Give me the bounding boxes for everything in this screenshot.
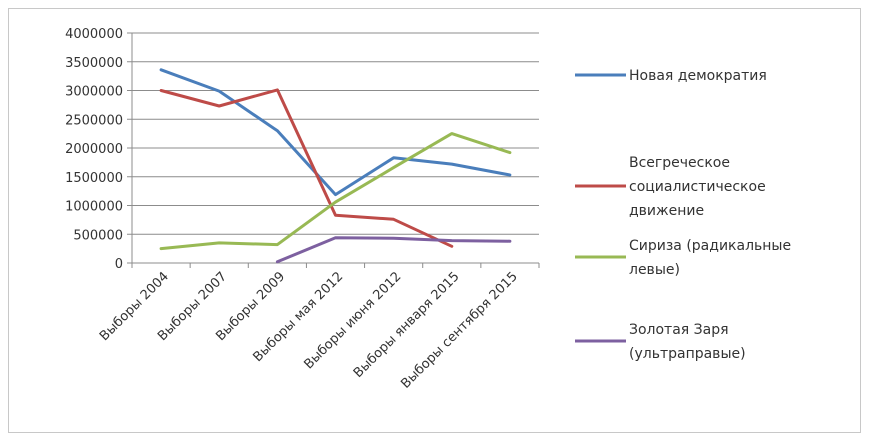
legend-label-line: Всегреческое — [629, 155, 730, 171]
legend-label-line: (ультраправые) — [629, 346, 746, 362]
legend: Новая демократия Всегреческое социалистиче… — [575, 68, 791, 362]
y-tick-label: 0 — [115, 257, 123, 272]
y-tick-label: 2500000 — [65, 113, 123, 128]
legend-label-line: Золотая Заря — [629, 322, 729, 338]
legend-label-line: Сириза (радикальные — [629, 238, 791, 254]
legend-label: Всегреческое социалистическое движение — [629, 155, 766, 219]
series-line-2 — [159, 88, 454, 248]
series-line-3 — [159, 132, 512, 251]
x-tick-label: Выборы июня 2012 — [301, 269, 404, 372]
series-line-4 — [275, 236, 512, 264]
legend-label-line: Новая демократия — [629, 68, 767, 84]
legend-label: Золотая Заря (ультраправые) — [629, 322, 746, 362]
x-tick-label: Выборы сентября 2015 — [398, 269, 520, 391]
legend-label-line: социалистическое — [629, 179, 766, 195]
y-tick-label: 3000000 — [65, 85, 123, 100]
legend-label-line: движение — [629, 203, 704, 219]
legend-label: Сириза (радикальные левые) — [629, 238, 791, 278]
y-tick-label: 3500000 — [65, 56, 123, 71]
y-axis-ticks: 0 500000 1000000 1500000 2000000 2500000 30000… — [65, 27, 123, 272]
x-tick-label: Выборы января 2015 — [351, 269, 463, 381]
y-tick-label: 2000000 — [65, 142, 123, 157]
line-chart: 0 500000 1000000 1500000 2000000 2500000 30000… — [65, 27, 791, 392]
series-lines — [159, 68, 512, 264]
y-tick-label: 1500000 — [65, 171, 123, 186]
y-tick-label: 1000000 — [65, 200, 123, 215]
y-tick-label: 500000 — [73, 228, 123, 243]
chart-frame: 0 500000 1000000 1500000 2000000 2500000 30000… — [8, 8, 861, 433]
series-line-1 — [159, 68, 512, 197]
legend-label-line: левые) — [629, 262, 680, 278]
y-tick-label: 4000000 — [65, 27, 123, 42]
gridlines — [127, 32, 540, 268]
legend-label: Новая демократия — [629, 68, 767, 84]
